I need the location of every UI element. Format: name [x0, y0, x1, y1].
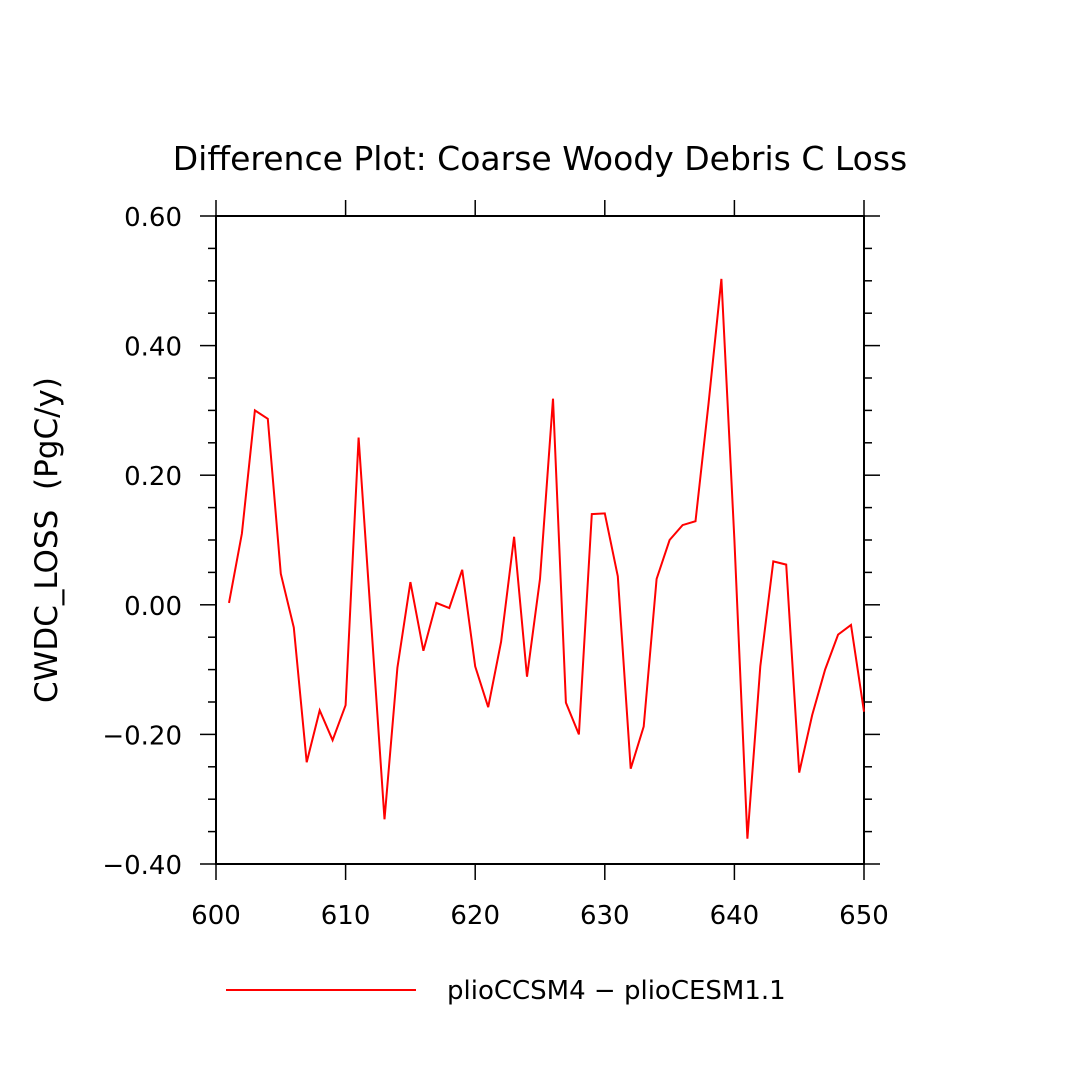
y-tick-label: −0.40 — [102, 851, 182, 881]
y-tick-label: 0.60 — [124, 203, 182, 233]
chart-title: Difference Plot: Coarse Woody Debris C L… — [173, 139, 907, 178]
legend: plioCCSM4 − plioCESM1.1 — [226, 976, 786, 1006]
legend-series-label: plioCCSM4 − plioCESM1.1 — [447, 976, 786, 1006]
y-tick-label: −0.20 — [102, 721, 182, 751]
y-tick-label: 0.40 — [124, 333, 182, 363]
x-tick-label: 640 — [710, 901, 760, 931]
x-tick-label: 620 — [450, 901, 500, 931]
plot-frame — [215, 215, 865, 865]
series-line — [228, 278, 865, 839]
y-tick-label: 0.20 — [124, 462, 182, 492]
x-tick-label: 630 — [580, 901, 630, 931]
x-tick-label: 610 — [321, 901, 371, 931]
x-tick-label: 650 — [839, 901, 889, 931]
x-tick-label: 600 — [191, 901, 241, 931]
plot-area: −0.40 −0.20 0.00 0.20 0.40 0.60 600 610 620 630 64… — [102, 200, 889, 931]
y-tick-label: 0.00 — [124, 592, 182, 622]
y-axis-label: CWDC_LOSS (PgC/y) — [29, 377, 65, 703]
